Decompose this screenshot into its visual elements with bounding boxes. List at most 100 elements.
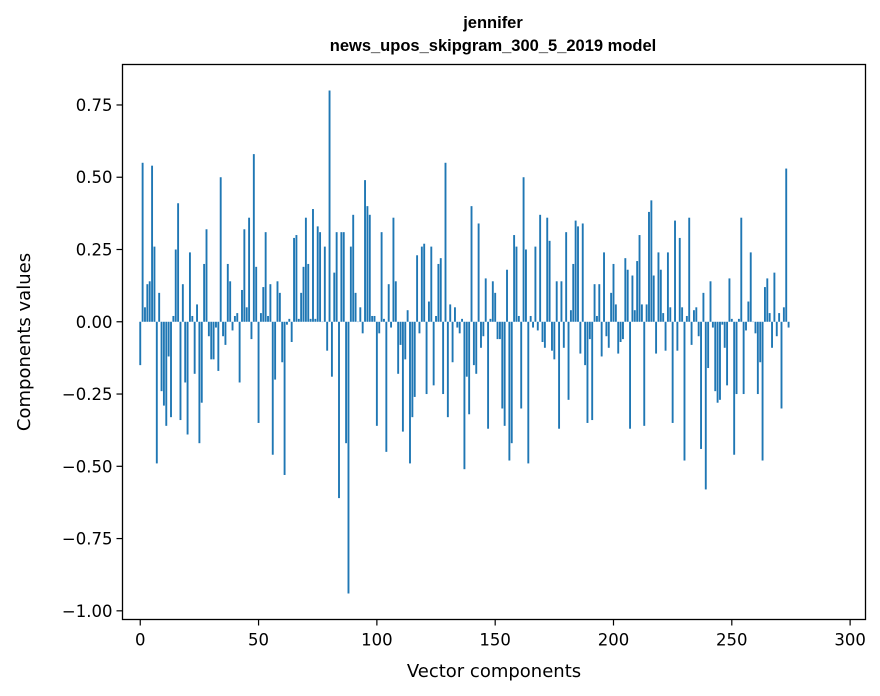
bar-152	[498, 321, 501, 340]
bar-64	[290, 321, 293, 342]
bar-117	[416, 255, 419, 322]
bar-243	[714, 321, 717, 392]
bar-38	[229, 281, 232, 322]
bar-183	[572, 263, 575, 322]
bar-244	[716, 321, 719, 403]
bar-258	[749, 252, 752, 322]
bar-130	[446, 321, 449, 418]
bar-16	[177, 203, 180, 322]
bar-131	[449, 304, 452, 322]
bar-33	[217, 321, 220, 371]
bar-176	[555, 281, 558, 322]
bar-267	[771, 321, 773, 348]
bar-221	[662, 313, 665, 322]
bar-200	[612, 263, 615, 322]
bar-201	[614, 304, 617, 322]
bar-79	[326, 321, 329, 351]
bar-95	[364, 180, 366, 322]
bar-166	[532, 321, 534, 328]
bar-272	[782, 307, 785, 322]
bar-53	[264, 232, 267, 322]
bar-127	[439, 258, 442, 322]
bar-159	[515, 246, 518, 322]
bar-20	[186, 321, 189, 435]
bar-98	[371, 315, 374, 322]
y-tick-label: 0.75	[76, 96, 113, 115]
bar-172	[546, 217, 549, 322]
bar-218	[655, 321, 658, 354]
bar-113	[406, 310, 409, 322]
bar-178	[560, 281, 563, 322]
bar-96	[366, 206, 369, 322]
bar-134	[456, 321, 459, 328]
bar-19	[184, 321, 187, 383]
bar-110	[399, 321, 402, 345]
bar-30	[210, 321, 213, 360]
bar-10	[162, 321, 165, 406]
bar-27	[203, 263, 206, 322]
bar-234	[693, 310, 695, 322]
bar-256	[745, 321, 747, 331]
bar-63	[288, 318, 291, 322]
bar-214	[645, 304, 648, 322]
bar-91	[354, 292, 357, 322]
bar-21	[188, 252, 191, 322]
bar-204	[622, 321, 624, 340]
bar-274	[787, 321, 790, 328]
bar-54	[267, 315, 269, 322]
bar-58	[276, 281, 279, 322]
bar-112	[404, 321, 407, 360]
bar-260	[754, 321, 757, 334]
y-axis-label: Components values	[14, 253, 35, 431]
bar-205	[624, 258, 627, 322]
bar-149	[491, 281, 494, 322]
bar-141	[472, 321, 475, 366]
bar-224	[669, 307, 672, 322]
bar-222	[664, 321, 667, 351]
bar-138	[465, 321, 468, 377]
bar-25	[198, 321, 201, 444]
bar-12	[167, 321, 170, 357]
bar-122	[427, 301, 430, 322]
bar-168	[536, 321, 539, 331]
bar-139	[468, 321, 471, 415]
bar-242	[711, 321, 714, 328]
bar-56	[271, 321, 274, 455]
bar-143	[477, 223, 480, 322]
bar-239	[704, 321, 707, 490]
bar-126	[437, 263, 440, 322]
bar-57	[274, 321, 277, 380]
bar-55	[269, 284, 272, 322]
bar-66	[295, 235, 298, 322]
bar-254	[740, 217, 743, 322]
bar-195	[600, 321, 603, 357]
bar-108	[394, 281, 397, 322]
bar-174	[551, 321, 553, 351]
bar-6	[153, 246, 156, 322]
bar-151	[496, 321, 499, 340]
x-tick-label: 100	[361, 631, 393, 650]
bar-52	[262, 287, 265, 322]
bar-74	[314, 318, 317, 322]
y-tick-label: 0.25	[76, 241, 113, 260]
bar-157	[510, 321, 513, 444]
bar-49	[255, 266, 258, 322]
bar-75	[316, 226, 319, 322]
bar-24	[196, 304, 198, 322]
bar-219	[657, 252, 660, 322]
bar-137	[463, 321, 466, 470]
bar-14	[172, 315, 175, 322]
bar-194	[598, 284, 601, 322]
bar-128	[442, 321, 445, 395]
bar-15	[174, 249, 177, 322]
y-axis-ticks: 0.75 0.50 0.25 0.00 −0.25 −0.50 −0.75 −1.00	[62, 96, 123, 621]
bar-160	[517, 315, 520, 322]
bar-156	[508, 321, 511, 461]
bar-50	[257, 321, 260, 423]
bar-123	[430, 246, 433, 322]
bar-34	[219, 177, 222, 322]
bar-154	[503, 321, 506, 426]
bar-167	[534, 246, 537, 322]
bar-266	[768, 313, 771, 322]
bar-13	[170, 321, 172, 418]
